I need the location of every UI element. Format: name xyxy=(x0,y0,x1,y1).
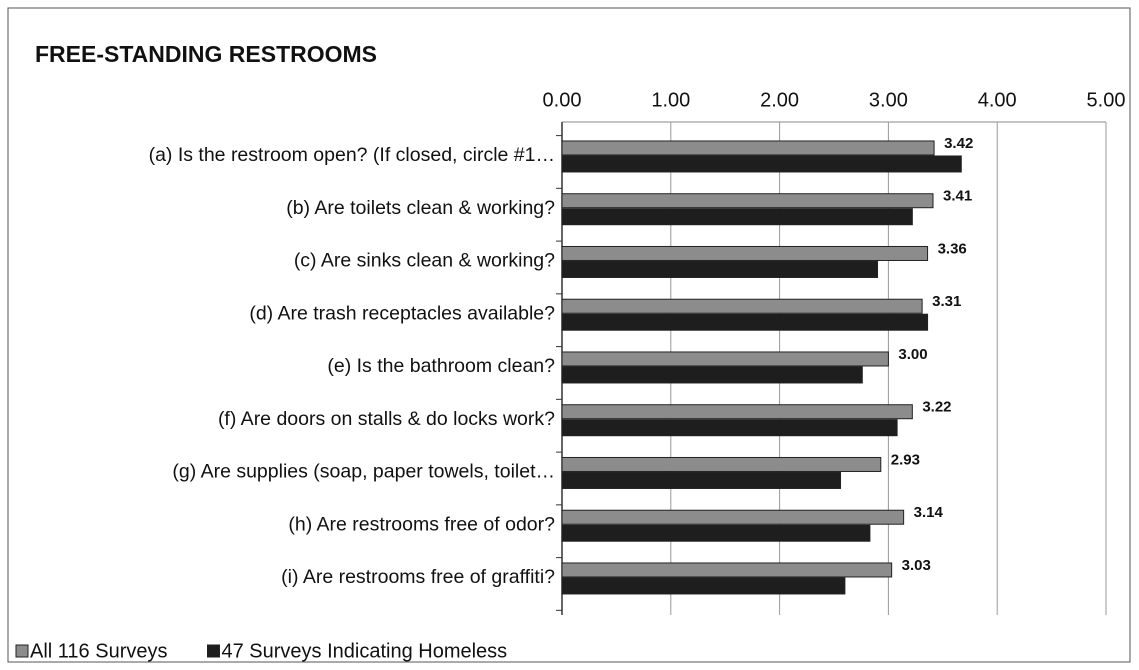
y-tick-label: (d) Are trash receptacles available? xyxy=(249,302,555,324)
bar xyxy=(561,298,923,314)
bar xyxy=(561,509,905,525)
value-label: 3.00 xyxy=(898,346,927,363)
value-label: 3.36 xyxy=(938,240,967,257)
chart-title: FREE-STANDING RESTROOMS xyxy=(35,41,377,67)
y-tick-label: (a) Is the restroom open? (If closed, ci… xyxy=(149,144,555,166)
value-label: 2.93 xyxy=(891,451,920,468)
bar xyxy=(561,471,842,489)
bar xyxy=(561,419,898,437)
y-tick-label: (f) Are doors on stalls & do locks work? xyxy=(218,408,555,430)
legend-label: 47 Surveys Indicating Homeless xyxy=(221,640,507,662)
bar xyxy=(561,456,882,472)
legend-label: All 116 Surveys xyxy=(30,640,167,662)
x-tick-label: 4.00 xyxy=(978,89,1017,111)
legend-swatch xyxy=(15,644,29,658)
bar xyxy=(561,155,962,173)
bar xyxy=(561,313,929,331)
value-label: 3.31 xyxy=(932,293,961,310)
bar xyxy=(561,351,889,367)
y-tick-label: (i) Are restrooms free of graffiti? xyxy=(281,566,555,588)
x-tick-label: 5.00 xyxy=(1087,89,1126,111)
value-label: 3.03 xyxy=(902,557,931,574)
bar xyxy=(561,245,929,261)
value-label: 3.41 xyxy=(943,188,972,205)
frame xyxy=(7,7,1131,663)
value-label: 3.22 xyxy=(922,399,951,416)
bar xyxy=(561,140,935,156)
x-tick-label: 0.00 xyxy=(543,89,582,111)
bar xyxy=(561,562,893,578)
bar xyxy=(561,404,913,420)
y-tick-label: (h) Are restrooms free of odor? xyxy=(288,513,555,535)
bar xyxy=(561,366,863,384)
y-tick-label: (c) Are sinks clean & working? xyxy=(294,250,555,272)
x-tick-label: 1.00 xyxy=(651,89,690,111)
value-label: 3.14 xyxy=(914,504,944,521)
value-label: 3.42 xyxy=(944,135,973,152)
legend-swatch xyxy=(206,644,220,658)
y-tick-label: (g) Are supplies (soap, paper towels, to… xyxy=(172,461,555,483)
x-tick-label: 2.00 xyxy=(760,89,799,111)
bar xyxy=(561,524,871,542)
bar xyxy=(561,208,913,226)
y-tick-label: (e) Is the bathroom clean? xyxy=(327,355,555,377)
y-tick-label: (b) Are toilets clean & working? xyxy=(286,197,555,219)
x-tick-label: 3.00 xyxy=(869,89,908,111)
bar xyxy=(561,193,934,209)
bar xyxy=(561,577,846,595)
bar xyxy=(561,260,879,278)
